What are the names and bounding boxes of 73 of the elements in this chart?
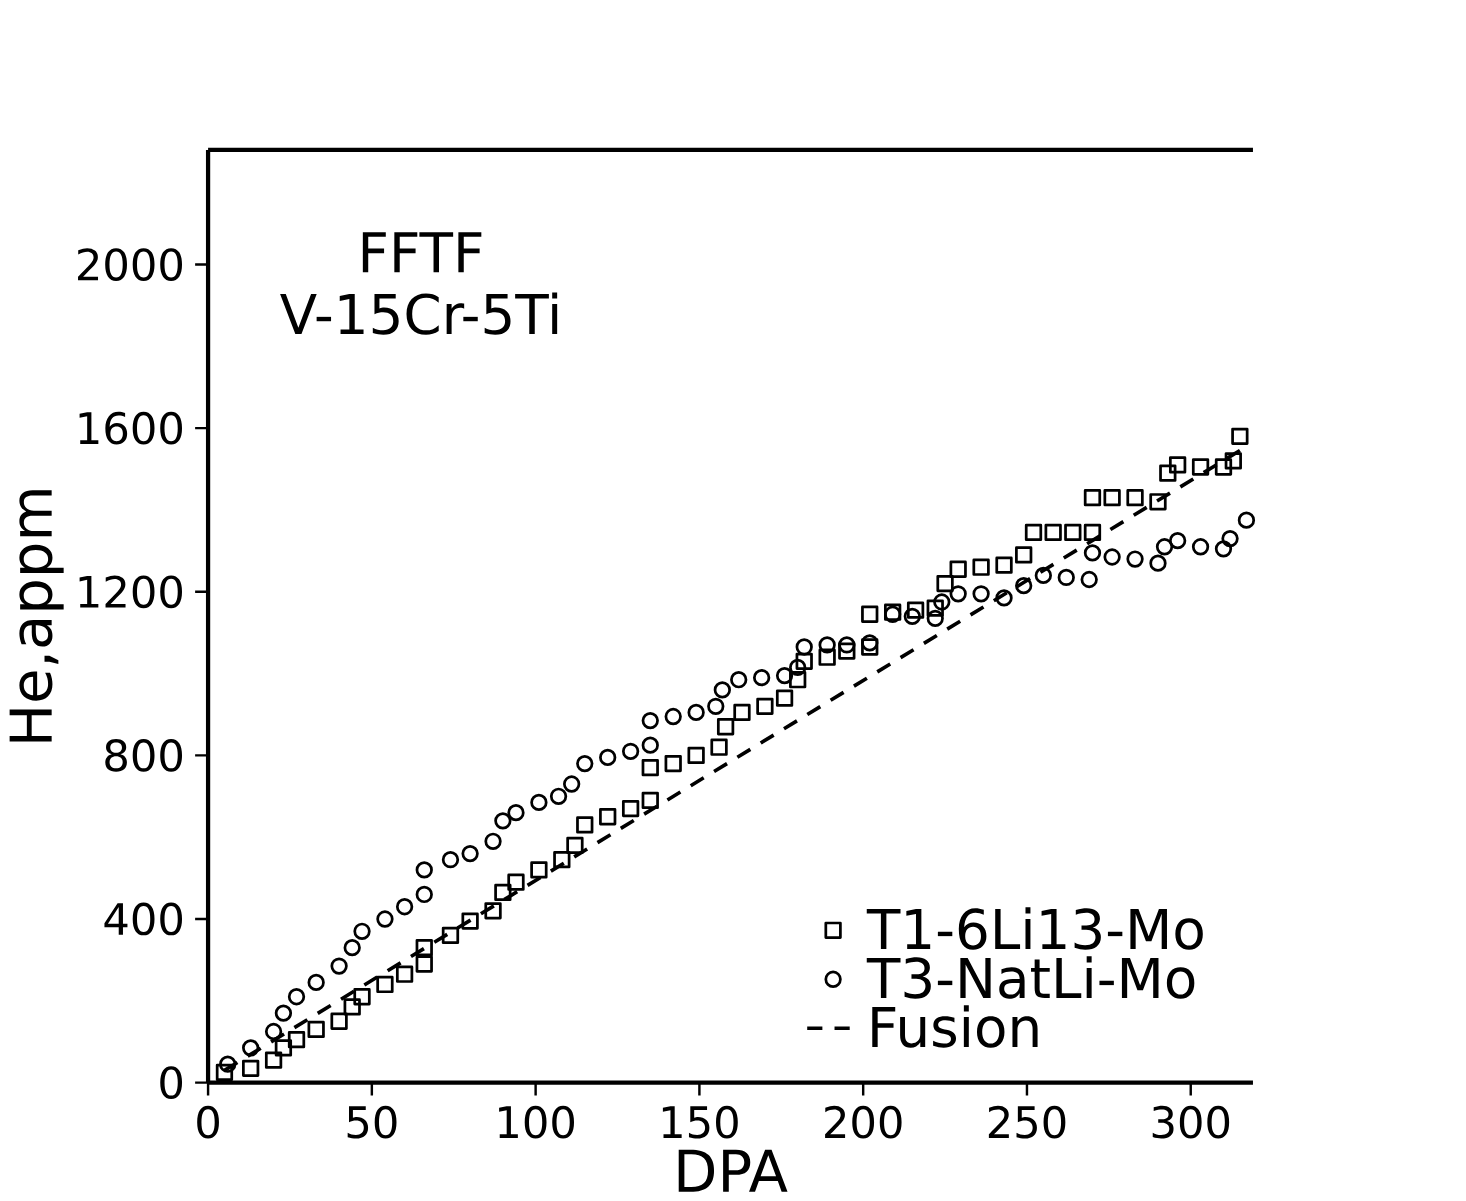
point [242,1039,260,1057]
point [599,748,617,766]
x-tick-label: 150 [662,1105,738,1139]
y-tick-label: 2000 [78,247,183,281]
point [330,957,348,975]
point [1214,539,1233,558]
point [219,1055,237,1073]
point [1191,537,1210,556]
point [775,666,794,685]
point [507,803,525,822]
point [415,885,433,903]
point [287,987,306,1006]
x-tick-label: 100 [499,1105,575,1139]
point [752,668,771,687]
x-tick-label: 50 [347,1105,397,1139]
annotation: V-15Cr-5Ti [280,292,558,335]
point [687,703,705,721]
y-tick-label: 400 [104,902,183,936]
point [415,861,433,879]
point [484,832,502,850]
point [1103,548,1121,566]
point [494,812,512,830]
x-tick-label: 250 [988,1105,1066,1139]
point [972,584,990,603]
point [949,584,967,603]
point [1083,544,1102,562]
x-tick-label: 200 [825,1105,902,1139]
annotation: FFTF [362,232,482,273]
point [995,589,1013,607]
point [353,922,371,940]
point [641,711,659,730]
point [343,938,361,957]
y-tick-label: 800 [105,738,183,772]
point [713,681,731,699]
point [1155,537,1174,556]
point [530,793,548,811]
point [376,910,394,928]
point [861,634,879,652]
point [1015,576,1033,595]
point [461,844,479,863]
point [274,1004,293,1022]
point [549,787,568,805]
point [1168,531,1187,550]
point [1080,570,1098,588]
point [707,697,725,715]
point [563,775,581,793]
point [1237,511,1256,529]
point [1221,529,1239,548]
point [1034,566,1052,584]
point [1057,568,1075,586]
point [1149,554,1167,572]
x-tick-label: 0 [197,1105,219,1139]
point [641,736,659,754]
legend-label: T1-6Li13-Mo [866,907,1203,950]
point [730,670,748,689]
y-axis-title: He,appm [9,490,64,742]
point [264,1022,283,1040]
point [441,850,460,869]
y-tick-label: 1600 [79,411,183,445]
point [795,638,813,656]
point [1126,550,1144,568]
point [621,742,640,760]
point [664,707,682,726]
legend-label: T3-NatLi-Mo [866,956,1195,999]
point [307,973,325,991]
point [884,605,902,623]
point [395,897,414,916]
x-axis-title: DPA [678,1149,788,1192]
y-tick-label: 0 [160,1066,183,1099]
point [576,754,594,773]
legend-label: Fusion [872,1005,1038,1048]
y-tick-label: 1200 [79,575,183,608]
x-tick-label: 300 [1152,1105,1230,1139]
